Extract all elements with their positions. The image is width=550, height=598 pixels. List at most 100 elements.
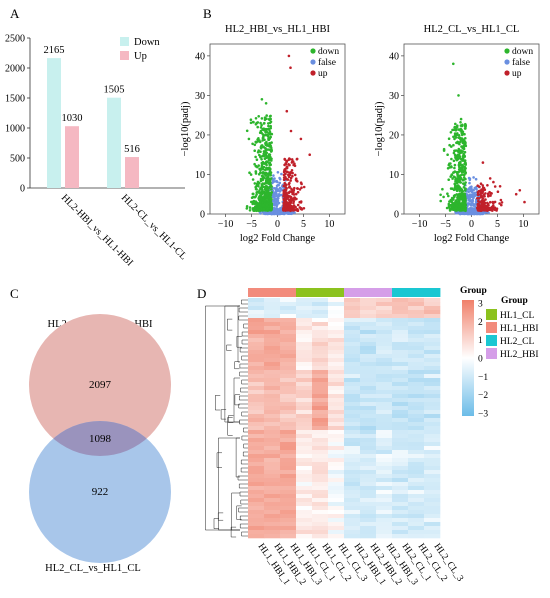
heatmap-cell: [392, 350, 409, 355]
heatmap-cell: [360, 378, 377, 383]
heatmap-cell: [344, 418, 361, 423]
heatmap-cell: [264, 338, 281, 343]
heatmap-cell: [328, 378, 345, 383]
point-down: [262, 133, 266, 137]
point-down: [258, 200, 262, 204]
heatmap-cell: [392, 442, 409, 447]
point-up: [295, 179, 298, 182]
point-up: [493, 206, 497, 209]
heatmap-cell: [280, 506, 297, 511]
y-axis-label: −log10(padj): [180, 101, 191, 156]
heatmap-cell: [280, 462, 297, 467]
x-tick-label: 0: [469, 219, 474, 230]
heatmap-cell: [424, 438, 441, 443]
point-up: [500, 201, 504, 204]
heatmap-cell: [408, 502, 425, 507]
heatmap-cell: [424, 370, 441, 375]
heatmap-cell: [296, 410, 313, 415]
point-up: [284, 172, 287, 176]
heatmap-cell: [376, 318, 393, 323]
point-down: [264, 141, 267, 145]
heatmap-cell: [296, 422, 313, 427]
heatmap-cell: [264, 454, 281, 459]
x-category-label: HL2-CL_vs_HL1-CL: [119, 192, 189, 262]
heatmap-cell: [344, 326, 361, 331]
legend-label: Down: [134, 37, 160, 48]
point-down: [457, 94, 460, 97]
heatmap-cell: [376, 386, 393, 391]
heatmap-cell: [408, 418, 425, 423]
group-bar-cell: [296, 288, 313, 297]
heatmap-cell: [344, 510, 361, 515]
heatmap-cell: [328, 314, 345, 319]
heatmap-cell: [424, 526, 441, 531]
point-false: [273, 195, 277, 198]
heatmap-cell: [248, 510, 265, 515]
heatmap-cell: [328, 418, 345, 423]
heatmap-cell: [264, 486, 281, 491]
point-down: [457, 194, 460, 198]
heatmap-cell: [296, 362, 313, 367]
point-down: [262, 150, 266, 153]
heatmap-cell: [248, 370, 265, 375]
heatmap-cell: [376, 522, 393, 527]
heatmap-cell: [296, 314, 313, 319]
point-down: [453, 170, 456, 174]
heatmap-cell: [248, 394, 265, 399]
heatmap-cell: [392, 362, 409, 367]
heatmap-cell: [344, 322, 361, 327]
heatmap-cell: [280, 398, 297, 403]
heatmap-cell: [312, 390, 329, 395]
heatmap-cell: [392, 394, 409, 399]
heatmap-cell: [264, 422, 281, 427]
point-false: [275, 186, 278, 190]
heatmap-cell: [392, 434, 409, 439]
point-up: [288, 171, 291, 174]
heatmap-cell: [280, 402, 297, 407]
point-up: [286, 178, 290, 181]
heatmap-cell: [344, 302, 361, 307]
point-down: [268, 194, 272, 197]
heatmap-cell: [248, 450, 265, 455]
heatmap-cell: [280, 342, 297, 347]
point-up: [285, 186, 288, 190]
y-tick-label: 2000: [5, 64, 25, 75]
heatmap-cell: [344, 318, 361, 323]
point-down: [256, 140, 260, 143]
heatmap-cell: [264, 494, 281, 499]
point-down: [459, 169, 462, 173]
point-down: [265, 117, 268, 120]
heatmap-cell: [408, 522, 425, 527]
point-down: [245, 207, 249, 210]
heatmap-cell: [296, 490, 313, 495]
heatmap-cell: [344, 470, 361, 475]
colorbar-gradient: [462, 300, 474, 416]
heatmap-cell: [296, 458, 313, 463]
heatmap-cell: [264, 418, 281, 423]
heatmap-cell: [392, 346, 409, 351]
bar-up: [125, 157, 139, 188]
y-tick-label: 1500: [5, 94, 25, 105]
heatmap-cell: [264, 518, 281, 523]
heatmap-cell: [376, 518, 393, 523]
point-up: [296, 190, 300, 194]
heatmap-cell: [296, 426, 313, 431]
heatmap-cell: [376, 390, 393, 395]
heatmap-cell: [408, 446, 425, 451]
heatmap-cell: [264, 302, 281, 307]
point-false: [271, 179, 275, 182]
point-up: [481, 190, 485, 193]
point-down: [256, 190, 259, 194]
heatmap-cell: [264, 470, 281, 475]
heatmap-cell: [360, 490, 377, 495]
heatmap-cell: [408, 458, 425, 463]
heatmap-cell: [360, 302, 377, 307]
point-false: [469, 189, 473, 193]
point-up: [285, 109, 289, 113]
heatmap-cell: [248, 414, 265, 419]
heatmap-cell: [280, 326, 297, 331]
point-false: [262, 211, 266, 214]
point-down: [456, 174, 460, 177]
point-down: [262, 122, 266, 125]
point-down: [264, 198, 267, 202]
